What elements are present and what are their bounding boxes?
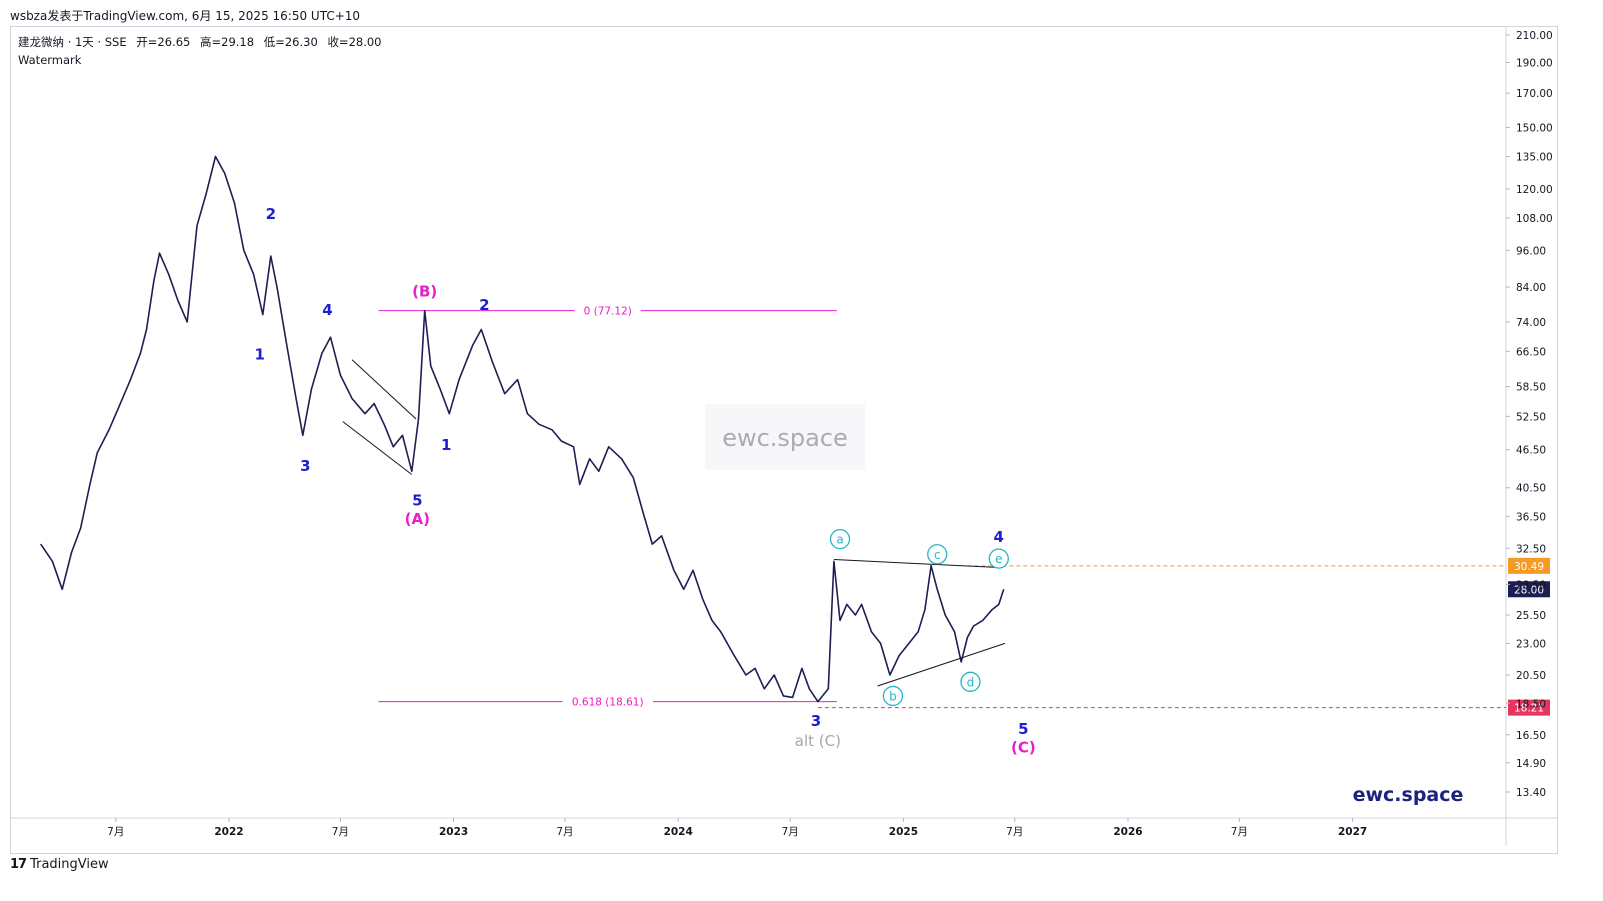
- price-tick-label: 25.50: [1516, 610, 1546, 622]
- circle-wave-label: a: [836, 533, 843, 547]
- diagonal-lower-line: [342, 421, 413, 475]
- price-tick-label: 84.00: [1516, 282, 1546, 294]
- tradingview-logo[interactable]: 17 TradingView: [10, 857, 109, 872]
- price-tick-label: 46.50: [1516, 445, 1546, 457]
- close-value: 收=28.00: [327, 35, 382, 49]
- time-tick-label: 2026: [1113, 826, 1142, 838]
- chart-grid: [11, 27, 1557, 846]
- high-value: 高=29.18: [200, 35, 255, 49]
- circle-wave-label: e: [995, 552, 1002, 566]
- price-series-layer: [40, 155, 1005, 703]
- diagonal-upper-line: [351, 359, 417, 420]
- watermark-center-text: ewc.space: [722, 424, 848, 452]
- circle-wave-label: b: [889, 689, 897, 703]
- price-tick-label: 135.00: [1516, 152, 1553, 164]
- wave-label: (C): [1011, 739, 1036, 757]
- time-tick-label: 7月: [782, 826, 799, 838]
- price-level-tag-label: 18.21: [1514, 703, 1544, 715]
- time-tick-label: 2027: [1338, 826, 1367, 838]
- circle-wave-label: d: [967, 675, 975, 689]
- wave-label: (B): [412, 282, 437, 300]
- price-tick-label: 210.00: [1516, 30, 1553, 42]
- price-tick-label: 14.90: [1516, 758, 1546, 770]
- price-tick-label: 150.00: [1516, 123, 1553, 135]
- time-tick-label: 2022: [214, 826, 243, 838]
- circle-wave-marker: [829, 528, 851, 550]
- low-value: 低=26.30: [263, 35, 318, 49]
- price-tick-label: 74.00: [1516, 317, 1546, 329]
- symbol-title[interactable]: 建龙微纳 · 1天 · SSE: [18, 35, 127, 49]
- price-tick-label: 120.00: [1516, 184, 1553, 196]
- symbol-legend: 建龙微纳 · 1天 · SSE 开=26.65 高=29.18 低=26.30 …: [18, 34, 388, 67]
- price-level-tag: [1508, 699, 1550, 716]
- price-tick-label: 58.50: [1516, 382, 1546, 394]
- drawings-layer: [342, 359, 1006, 687]
- price-tick-label: 96.00: [1516, 245, 1546, 257]
- ohlc-row: 建龙微纳 · 1天 · SSE 开=26.65 高=29.18 低=26.30 …: [18, 34, 388, 50]
- circle-wave-label: c: [934, 548, 941, 562]
- publish-info: wsbza发表于TradingView.com, 6月 15, 2025 16:…: [10, 9, 361, 23]
- time-axis[interactable]: 7月 2022 7月 2023 7月 2024 7月 2025 7月 2026 7月 2027: [107, 818, 1367, 838]
- circle-wave-marker: [882, 685, 904, 707]
- wave-label: 3: [300, 457, 310, 475]
- price-tick-label: 170.00: [1516, 88, 1553, 100]
- circle-wave-marker: [960, 671, 981, 692]
- fib-level-label: 0.618 (18.61): [572, 697, 644, 709]
- open-value: 开=26.65: [136, 35, 191, 49]
- triangle-upper-line: [833, 559, 999, 569]
- price-tick-label: 13.40: [1516, 787, 1546, 799]
- last-price-tag-label: 28.00: [1514, 584, 1544, 596]
- tradingview-brand: TradingView: [30, 857, 109, 872]
- wave-label: 5: [412, 492, 422, 510]
- triangle-lower-line: [877, 642, 1006, 687]
- price-tick-label: 18.50: [1516, 698, 1546, 710]
- levels-layer: 0 (77.12) 0.618 (18.61) 30.49 18.21 28.00: [378, 306, 1550, 716]
- watermark-corner-text: ewc.space: [1353, 784, 1464, 806]
- chart-frame: [10, 26, 1558, 854]
- wave-label: 2: [479, 296, 489, 314]
- price-tick-label: 28.50: [1516, 579, 1546, 591]
- time-tick-label: 7月: [107, 826, 124, 838]
- wave-label: (A): [405, 510, 430, 528]
- price-tick-label: 23.00: [1516, 638, 1546, 650]
- wave-label: 4: [322, 301, 332, 319]
- price-tick-label: 20.50: [1516, 670, 1546, 682]
- wave-label: 5: [1018, 720, 1028, 738]
- time-tick-label: 2024: [664, 826, 693, 838]
- price-tick-label: 16.50: [1516, 730, 1546, 742]
- wave-label: 1: [441, 436, 451, 454]
- price-tick-label: 108.00: [1516, 213, 1553, 225]
- price-tick-label: 32.50: [1516, 543, 1546, 555]
- price-tick-label: 36.50: [1516, 511, 1546, 523]
- wave-label: alt (C): [795, 732, 841, 750]
- watermark-indicator-label[interactable]: Watermark: [18, 53, 82, 67]
- price-level-tag-label: 30.49: [1514, 561, 1544, 573]
- time-tick-label: 7月: [332, 826, 349, 838]
- wave-label: 4: [994, 528, 1004, 546]
- time-tick-label: 2023: [439, 826, 468, 838]
- circle-wave-marker: [988, 548, 1009, 569]
- fib-level-label: 0 (77.12): [584, 306, 632, 318]
- price-tick-label: 66.50: [1516, 346, 1546, 358]
- price-axis[interactable]: 210.00 190.00 170.00 150.00 135.00 120.00 108.…: [1506, 30, 1553, 799]
- last-price-tag: [1508, 581, 1550, 598]
- time-tick-label: 7月: [1231, 826, 1248, 838]
- price-level-tag: [1508, 557, 1550, 574]
- price-series-line: [40, 155, 1005, 703]
- wave-label: 1: [255, 345, 265, 363]
- circle-wave-marker: [927, 544, 948, 565]
- price-tick-label: 40.50: [1516, 483, 1546, 495]
- time-tick-label: 2025: [889, 826, 918, 838]
- price-tick-label: 52.50: [1516, 411, 1546, 423]
- watermark-layer: ewc.space: [705, 404, 865, 470]
- wave-label: 3: [811, 712, 821, 730]
- time-tick-label: 7月: [1006, 826, 1023, 838]
- price-tick-label: 190.00: [1516, 58, 1553, 70]
- watermark-backdrop: [705, 404, 865, 470]
- wave-label: 2: [266, 205, 276, 223]
- time-tick-label: 7月: [556, 826, 573, 838]
- tradingview-mark-icon: 17: [10, 857, 27, 872]
